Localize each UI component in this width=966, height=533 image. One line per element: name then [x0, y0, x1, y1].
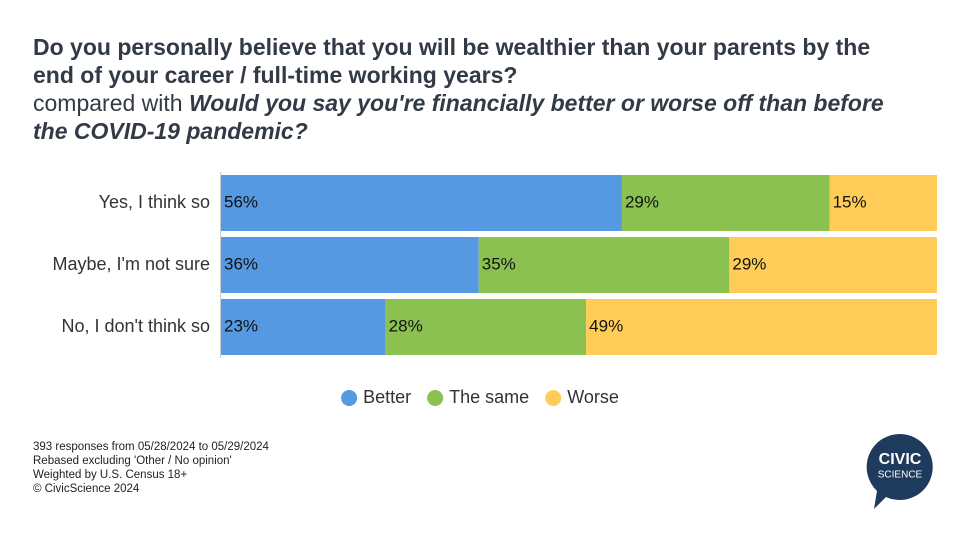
- value-label: 36%: [224, 254, 258, 273]
- logo-badge: [866, 433, 933, 509]
- chart-title: Do you personally believe that you will …: [33, 34, 871, 88]
- logo-text: CIVIC: [879, 451, 922, 468]
- value-label: 29%: [625, 192, 659, 211]
- bar-segment: [221, 175, 622, 231]
- value-label: 28%: [389, 316, 423, 335]
- bar-segment: [221, 299, 386, 355]
- value-label: 49%: [589, 316, 623, 335]
- bar-segment: [385, 299, 587, 355]
- value-label: 29%: [732, 254, 766, 273]
- value-label: 15%: [833, 192, 867, 211]
- legend-label: Better: [363, 387, 411, 407]
- category-label: Maybe, I'm not sure: [53, 254, 211, 274]
- category-label: Yes, I think so: [99, 192, 210, 212]
- bar-segment: [586, 299, 937, 355]
- logo-text: SCIENCE: [878, 470, 923, 481]
- legend: Better The same Worse: [341, 387, 619, 407]
- comparison-question: Would you say you're financially better …: [33, 90, 884, 144]
- category-label: No, I don't think so: [61, 316, 210, 336]
- comparison-prefix: compared with: [33, 90, 183, 116]
- bar-segment: [621, 175, 830, 231]
- bar-segment: [478, 237, 730, 293]
- title-block: Do you personally believe that you will …: [33, 33, 893, 145]
- legend-swatch: [545, 390, 562, 406]
- footnote: 393 responses from 05/28/2024 to 05/29/2…: [33, 441, 270, 453]
- bar-segment: [729, 237, 937, 293]
- legend-swatch: [427, 390, 444, 406]
- legend-label: Worse: [567, 387, 619, 407]
- value-label: 56%: [224, 192, 258, 211]
- legend-swatch: [341, 390, 358, 406]
- value-label: 35%: [482, 254, 516, 273]
- footnote: Rebased excluding 'Other / No opinion': [33, 455, 232, 467]
- bar-segment: [829, 175, 937, 231]
- bar-segment: [221, 237, 479, 293]
- legend-label: The same: [449, 387, 529, 407]
- footnote: © CivicScience 2024: [33, 483, 140, 495]
- footnote: Weighted by U.S. Census 18+: [33, 469, 187, 481]
- value-label: 23%: [224, 316, 258, 335]
